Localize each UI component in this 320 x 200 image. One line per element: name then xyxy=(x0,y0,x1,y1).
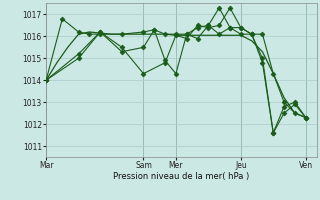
X-axis label: Pression niveau de la mer( hPa ): Pression niveau de la mer( hPa ) xyxy=(113,172,249,181)
